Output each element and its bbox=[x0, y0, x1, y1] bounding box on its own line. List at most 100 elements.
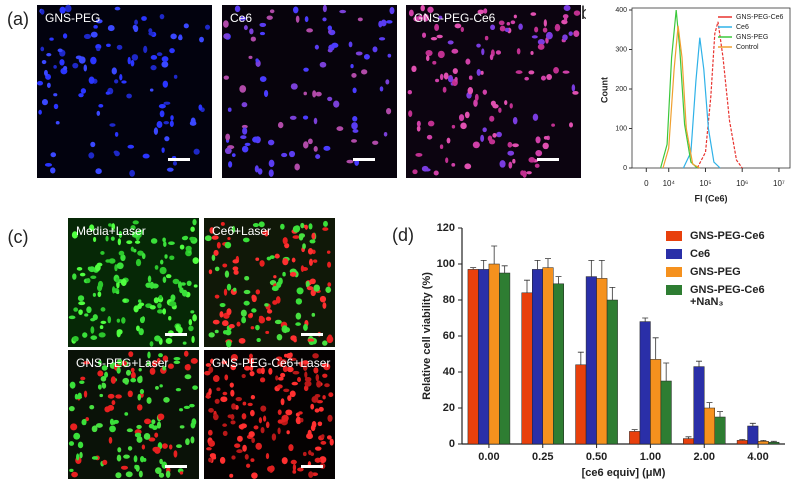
cell bbox=[117, 447, 122, 453]
cell bbox=[150, 65, 157, 71]
cell bbox=[304, 376, 312, 382]
cell bbox=[162, 276, 167, 283]
cell bbox=[230, 420, 236, 425]
histogram-line bbox=[682, 37, 721, 169]
cell bbox=[95, 44, 102, 50]
cell bbox=[326, 435, 332, 440]
cell bbox=[484, 35, 489, 41]
cell bbox=[90, 56, 97, 65]
cell bbox=[158, 294, 163, 300]
cell bbox=[105, 259, 111, 263]
cell bbox=[266, 15, 273, 20]
cell bbox=[114, 6, 121, 11]
cell bbox=[153, 127, 159, 135]
cell bbox=[199, 36, 204, 43]
panel-label: (c) bbox=[8, 227, 29, 247]
cell bbox=[133, 305, 139, 313]
cell bbox=[247, 402, 253, 407]
y-axis-label: Relative cell viability (%) bbox=[421, 272, 433, 400]
cell bbox=[480, 134, 485, 142]
legend: GNS-PEG-Ce6 Ce6 GNS-PEG GNS-PEG-Ce6 +NaN₃ bbox=[666, 230, 784, 314]
cell bbox=[122, 377, 130, 384]
cell bbox=[92, 314, 98, 321]
error-bar bbox=[534, 260, 541, 270]
cell bbox=[241, 145, 249, 153]
cell bbox=[329, 438, 334, 446]
cell bbox=[473, 99, 478, 107]
cell bbox=[241, 413, 247, 420]
cell bbox=[114, 131, 119, 137]
x-tick-label: 10⁷ bbox=[773, 179, 785, 188]
cell bbox=[243, 289, 251, 295]
cell bbox=[168, 241, 175, 246]
cell bbox=[109, 425, 116, 433]
cell bbox=[480, 70, 484, 75]
cell bbox=[483, 8, 488, 14]
cell bbox=[415, 152, 423, 157]
cell bbox=[154, 335, 161, 342]
cell bbox=[88, 152, 95, 159]
cell bbox=[96, 47, 101, 52]
cell bbox=[204, 24, 211, 30]
cell bbox=[313, 284, 321, 292]
cell bbox=[308, 471, 314, 478]
bar bbox=[704, 407, 715, 445]
cell bbox=[173, 74, 178, 79]
cell bbox=[474, 93, 479, 102]
cell bbox=[92, 292, 96, 297]
cell bbox=[184, 364, 191, 371]
cell bbox=[123, 454, 130, 459]
scale-bar bbox=[301, 465, 323, 468]
cell bbox=[372, 140, 379, 145]
cell bbox=[142, 153, 150, 159]
bar bbox=[736, 440, 748, 445]
cell bbox=[91, 456, 99, 460]
bar bbox=[660, 380, 672, 445]
cell bbox=[310, 403, 315, 410]
cell bbox=[235, 397, 242, 402]
error-bar bbox=[770, 440, 777, 443]
panel-label: (a) bbox=[7, 9, 29, 29]
cell bbox=[540, 75, 546, 81]
cell bbox=[251, 437, 255, 444]
cell bbox=[311, 232, 316, 240]
cell bbox=[331, 42, 339, 48]
cell bbox=[49, 37, 54, 41]
legend-label: GNS-PEG bbox=[736, 34, 768, 41]
error-bar bbox=[609, 287, 616, 300]
bar bbox=[650, 359, 662, 445]
cell bbox=[472, 141, 480, 149]
cell bbox=[314, 44, 319, 50]
cell bbox=[222, 330, 228, 335]
cell bbox=[152, 446, 160, 453]
cell bbox=[126, 240, 133, 245]
cell bbox=[309, 239, 316, 244]
cell bbox=[327, 282, 332, 287]
cell bbox=[258, 221, 265, 228]
cell bbox=[36, 80, 44, 86]
cell bbox=[252, 136, 260, 143]
cell bbox=[129, 169, 135, 177]
cell bbox=[249, 353, 253, 359]
cell bbox=[262, 415, 267, 422]
cell bbox=[499, 160, 506, 168]
error-bar bbox=[749, 422, 756, 426]
cell bbox=[266, 256, 272, 261]
cell bbox=[222, 20, 229, 28]
cell bbox=[380, 19, 387, 27]
cell bbox=[451, 124, 456, 129]
cell bbox=[352, 87, 357, 94]
cell bbox=[326, 250, 331, 254]
y-axis-label: Count bbox=[599, 77, 609, 103]
cell bbox=[352, 129, 359, 133]
cell bbox=[161, 443, 168, 449]
cell bbox=[562, 70, 570, 74]
cell bbox=[116, 318, 121, 323]
cell bbox=[277, 427, 281, 435]
cell bbox=[161, 61, 169, 68]
cell bbox=[110, 376, 116, 384]
cell bbox=[111, 286, 116, 294]
cell bbox=[188, 325, 194, 332]
cell bbox=[125, 369, 132, 376]
